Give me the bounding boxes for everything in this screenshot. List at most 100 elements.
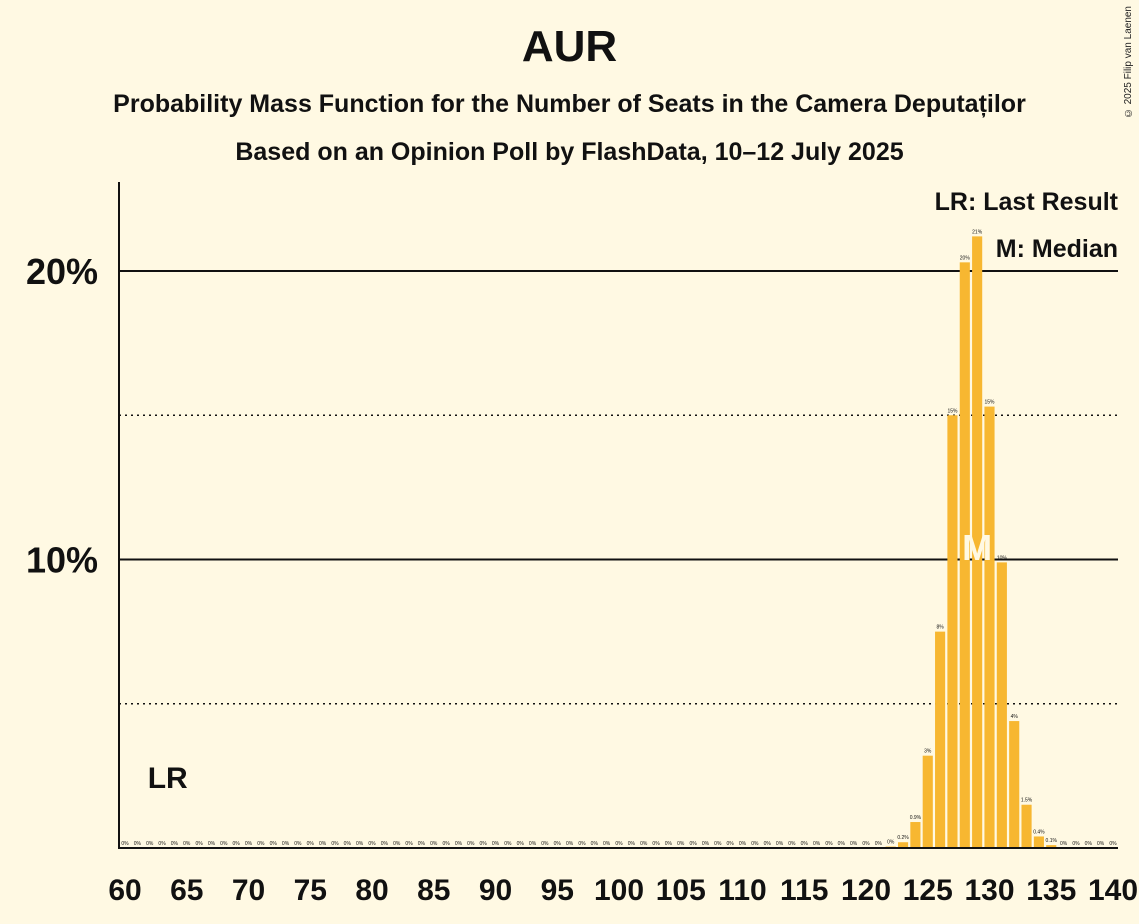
- x-tick-label-95: 95: [541, 874, 574, 907]
- bar-label-seat-134: 0.4%: [1033, 829, 1045, 835]
- bar-seat-129: [972, 236, 983, 848]
- bar-label-seat-122: 0%: [887, 840, 895, 846]
- bar-label-seat-118: 0%: [838, 841, 846, 847]
- bar-label-seat-78: 0%: [344, 841, 352, 847]
- bar-seat-130: [984, 406, 995, 848]
- bar-label-seat-111: 0%: [751, 841, 759, 847]
- bar-label-seat-65: 0%: [183, 841, 191, 847]
- bar-label-seat-91: 0%: [504, 841, 512, 847]
- x-tick-label-105: 105: [656, 874, 706, 907]
- bar-label-seat-97: 0%: [578, 841, 586, 847]
- bar-label-seat-103: 0%: [652, 841, 660, 847]
- bar-label-seat-84: 0%: [418, 841, 426, 847]
- bar-label-seat-127: 15%: [947, 408, 958, 414]
- bar-label-seat-100: 0%: [615, 841, 623, 847]
- bar-seat-123: [897, 842, 909, 848]
- bar-label-seat-87: 0%: [455, 841, 463, 847]
- bar-label-seat-135: 0.1%: [1046, 838, 1058, 844]
- bar-label-seat-106: 0%: [689, 841, 697, 847]
- bar-label-seat-85: 0%: [430, 841, 438, 847]
- bar-label-seat-62: 0%: [146, 841, 154, 847]
- bar-label-seat-96: 0%: [566, 841, 574, 847]
- bar-label-seat-129: 21%: [972, 229, 983, 235]
- axes: 60 65 70 75 80 85 90 95 100 105 110 115 120 125 130 135…: [108, 182, 1138, 907]
- y-tick-label-10: 10%: [26, 540, 98, 581]
- bar-label-seat-99: 0%: [603, 841, 611, 847]
- bar-seat-128: [959, 262, 970, 849]
- bar-label-seat-60: 0%: [121, 841, 129, 847]
- bar-label-seat-115: 0%: [801, 841, 809, 847]
- bar-label-seat-82: 0%: [393, 841, 401, 847]
- bar-label-seat-113: 0%: [776, 841, 784, 847]
- bar-label-seat-88: 0%: [467, 841, 475, 847]
- bar-label-seat-94: 0%: [541, 841, 549, 847]
- median-marker: M: [962, 527, 992, 568]
- bar-label-seat-139: 0%: [1097, 841, 1105, 847]
- bar-label-seat-74: 0%: [294, 841, 302, 847]
- x-tick-label-60: 60: [108, 874, 141, 907]
- bar-seat-133: [1021, 804, 1032, 848]
- bar-label-seat-86: 0%: [442, 841, 450, 847]
- legend-last-result: LR: Last Result: [935, 188, 1119, 216]
- bar-seat-124: [910, 822, 921, 848]
- x-tick-label-85: 85: [417, 874, 450, 907]
- x-tick-label-90: 90: [479, 874, 512, 907]
- bar-label-seat-105: 0%: [677, 841, 685, 847]
- bar-label-seat-69: 0%: [233, 841, 241, 847]
- bar-label-seat-71: 0%: [257, 841, 265, 847]
- bar-seat-135: [1046, 845, 1057, 848]
- x-tick-label-115: 115: [780, 874, 828, 907]
- bar-label-seat-98: 0%: [591, 841, 599, 847]
- bar-label-seat-81: 0%: [381, 841, 389, 847]
- x-tick-label-65: 65: [170, 874, 203, 907]
- x-tick-label-130: 130: [964, 874, 1014, 907]
- x-tick-label-75: 75: [294, 874, 327, 907]
- bar-label-seat-102: 0%: [640, 841, 648, 847]
- x-tick-label-110: 110: [718, 874, 766, 907]
- bar-seat-125: [922, 755, 933, 848]
- x-tick-label-120: 120: [841, 874, 891, 907]
- bar-label-seat-63: 0%: [158, 841, 166, 847]
- bar-label-seat-66: 0%: [195, 841, 203, 847]
- bar-label-seat-95: 0%: [554, 841, 562, 847]
- legend-median: M: Median: [996, 235, 1118, 263]
- y-tick-label-20: 20%: [26, 251, 98, 292]
- bar-label-seat-121: 0%: [875, 841, 883, 847]
- bar-label-seat-124: 0.9%: [910, 815, 922, 821]
- bar-label-seat-119: 0%: [850, 841, 858, 847]
- bars: [885, 236, 1057, 849]
- bar-label-seat-89: 0%: [480, 841, 488, 847]
- bar-label-seat-120: 0%: [862, 841, 870, 847]
- bar-label-seat-128: 20%: [960, 255, 971, 261]
- bar-label-seat-73: 0%: [282, 841, 290, 847]
- bar-label-seat-101: 0%: [628, 841, 636, 847]
- bar-label-seat-75: 0%: [307, 841, 315, 847]
- bar-label-seat-68: 0%: [220, 841, 228, 847]
- bar-label-seat-80: 0%: [368, 841, 376, 847]
- x-tick-label-70: 70: [232, 874, 265, 907]
- bar-seat-134: [1033, 836, 1044, 848]
- gridlines: 10% 20%: [26, 251, 1118, 705]
- bar-label-seat-125: 3%: [924, 749, 932, 755]
- chart-source: Based on an Opinion Poll by FlashData, 1…: [235, 138, 904, 166]
- bar-label-seat-136: 0%: [1060, 841, 1068, 847]
- bar-label-seat-137: 0%: [1072, 841, 1080, 847]
- x-tick-label-100: 100: [594, 874, 644, 907]
- bar-label-seat-108: 0%: [714, 841, 722, 847]
- bar-label-seat-79: 0%: [356, 841, 364, 847]
- bar-label-seat-123: 0.2%: [897, 835, 909, 841]
- bar-label-seat-116: 0%: [813, 841, 821, 847]
- chart-title: AUR: [521, 22, 618, 71]
- last-result-marker: LR: [148, 762, 188, 795]
- bar-seat-132: [1009, 721, 1020, 848]
- bar-label-seat-109: 0%: [727, 841, 735, 847]
- bar-label-seat-140: 0%: [1109, 841, 1117, 847]
- chart-subtitle: Probability Mass Function for the Number…: [113, 90, 1026, 118]
- x-tick-label-125: 125: [903, 874, 953, 907]
- bar-label-seat-110: 0%: [739, 841, 747, 847]
- bar-labels: 0% 0% 0% 0% 0% 0% 0% 0% 0% 0% 0% 0% 0% 0% 0% 0% 0% 0% 0% 0%…: [121, 229, 1117, 847]
- x-tick-label-135: 135: [1026, 874, 1076, 907]
- bar-label-seat-132: 4%: [1011, 714, 1019, 720]
- bar-label-seat-72: 0%: [270, 841, 278, 847]
